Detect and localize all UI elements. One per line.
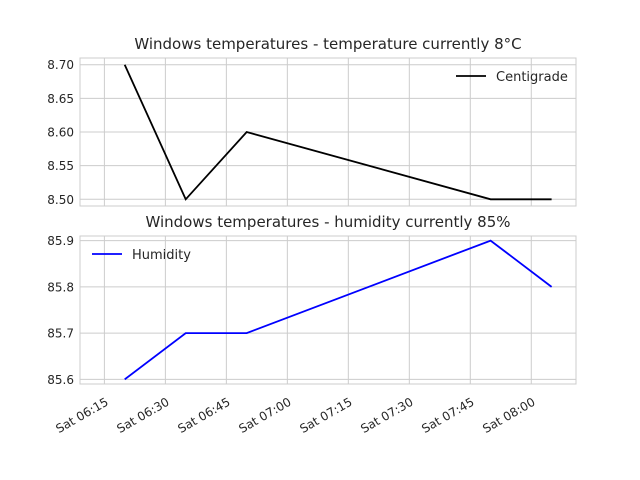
series-line-humidity — [124, 239, 553, 381]
humidity-legend: Humidity — [92, 248, 191, 263]
y-tick-label: 85.8 — [47, 280, 74, 294]
humidity-plot-area — [79, 235, 577, 385]
humidity-grid — [80, 236, 576, 384]
humidity-y-ticks: 85.6 85.7 85.8 85.9 — [47, 234, 74, 387]
humidity-lines — [124, 239, 553, 381]
legend-label-centigrade: Centigrade — [496, 70, 568, 85]
series-line-centigrade — [123, 64, 552, 201]
temperature-legend: Centigrade — [456, 70, 568, 85]
y-tick-label: 8.65 — [47, 92, 74, 106]
y-tick-label: 8.55 — [47, 159, 74, 173]
y-tick-label: 8.70 — [47, 58, 74, 72]
temperature-plot-area — [79, 57, 577, 207]
y-tick-label: 8.60 — [47, 126, 74, 140]
temperature-title: Windows temperatures - temperature curre… — [134, 35, 521, 53]
y-tick-label: 85.6 — [47, 373, 74, 387]
y-tick-label: 85.9 — [47, 234, 74, 248]
humidity-title: Windows temperatures - humidity currentl… — [145, 213, 510, 231]
temperature-subplot: 8.50 8.55 8.60 8.65 8.70 Windows temperature… — [47, 35, 577, 207]
y-tick-label: 85.7 — [47, 327, 74, 341]
temperature-y-ticks: 8.50 8.55 8.60 8.65 8.70 — [47, 58, 74, 207]
y-tick-label: 8.50 — [47, 193, 74, 207]
temperature-lines — [123, 64, 552, 201]
legend-label-humidity: Humidity — [132, 248, 191, 263]
temperature-grid — [80, 58, 576, 206]
